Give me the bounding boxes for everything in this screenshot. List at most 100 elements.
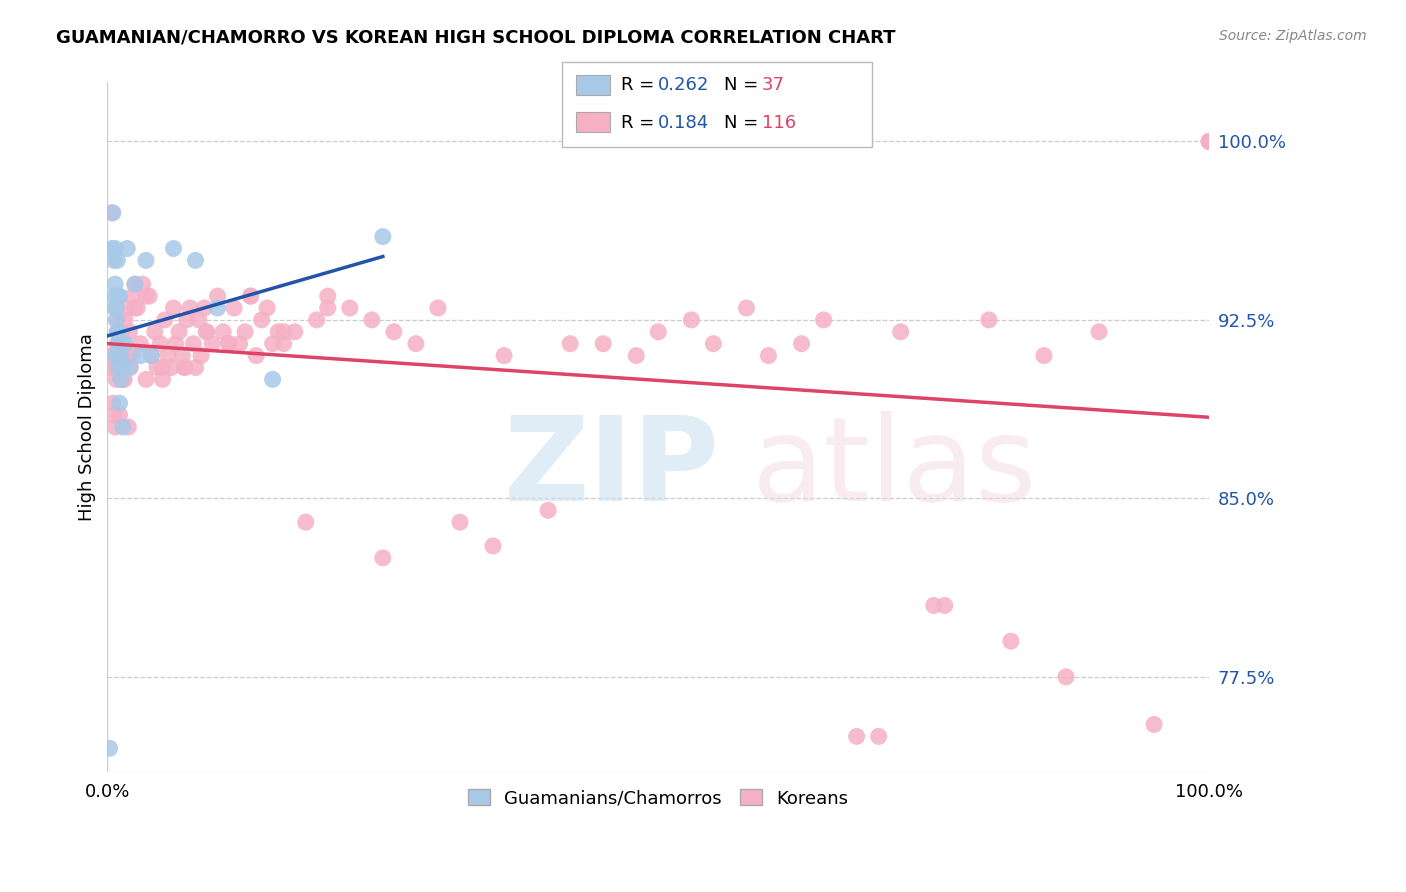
Point bbox=[146, 360, 169, 375]
Text: N =: N = bbox=[724, 113, 763, 132]
Point bbox=[112, 372, 135, 386]
Point bbox=[98, 349, 121, 363]
Point bbox=[98, 741, 121, 756]
Point bbox=[184, 253, 207, 268]
Point bbox=[758, 349, 780, 363]
Point bbox=[101, 206, 124, 220]
Text: atlas: atlas bbox=[752, 411, 1038, 526]
Point bbox=[193, 301, 215, 315]
Point bbox=[371, 229, 394, 244]
Point bbox=[207, 301, 229, 315]
Point bbox=[127, 301, 149, 315]
Point bbox=[129, 349, 152, 363]
Point bbox=[107, 325, 129, 339]
Point bbox=[239, 289, 262, 303]
Point bbox=[1143, 717, 1166, 731]
Y-axis label: High School Diploma: High School Diploma bbox=[79, 333, 96, 521]
Text: ZIP: ZIP bbox=[503, 411, 720, 526]
Point bbox=[537, 503, 560, 517]
Point bbox=[104, 277, 127, 292]
Point bbox=[222, 301, 245, 315]
Point bbox=[104, 242, 127, 256]
Point bbox=[190, 349, 212, 363]
Point bbox=[934, 599, 956, 613]
Point bbox=[108, 336, 131, 351]
Point bbox=[110, 336, 132, 351]
Point bbox=[108, 289, 131, 303]
Point bbox=[107, 289, 129, 303]
Point bbox=[118, 325, 141, 339]
Point bbox=[405, 336, 427, 351]
Text: R =: R = bbox=[621, 113, 661, 132]
Point bbox=[108, 396, 131, 410]
Point bbox=[647, 325, 669, 339]
Text: 0.184: 0.184 bbox=[658, 113, 709, 132]
Point bbox=[316, 301, 339, 315]
Point bbox=[218, 336, 240, 351]
Text: 37: 37 bbox=[762, 77, 785, 95]
Point bbox=[250, 313, 273, 327]
Point bbox=[124, 277, 146, 292]
Point bbox=[845, 730, 868, 744]
Point bbox=[104, 420, 127, 434]
Point bbox=[790, 336, 813, 351]
Point bbox=[262, 336, 284, 351]
Point bbox=[105, 325, 128, 339]
Point bbox=[1198, 135, 1220, 149]
Point bbox=[124, 301, 146, 315]
Point bbox=[105, 253, 128, 268]
Point bbox=[1198, 135, 1220, 149]
Text: N =: N = bbox=[724, 77, 763, 95]
Point bbox=[262, 372, 284, 386]
Point bbox=[120, 360, 142, 375]
Point bbox=[371, 550, 394, 565]
Point bbox=[103, 289, 125, 303]
Point bbox=[681, 313, 703, 327]
Point bbox=[813, 313, 835, 327]
Point bbox=[339, 301, 361, 315]
Point bbox=[482, 539, 505, 553]
Point bbox=[104, 301, 127, 315]
Text: Source: ZipAtlas.com: Source: ZipAtlas.com bbox=[1219, 29, 1367, 43]
Point bbox=[114, 336, 136, 351]
Point bbox=[121, 289, 143, 303]
Point bbox=[117, 420, 139, 434]
Point bbox=[103, 408, 125, 422]
Point bbox=[112, 372, 135, 386]
Text: 116: 116 bbox=[762, 113, 796, 132]
Point bbox=[868, 730, 890, 744]
Point bbox=[172, 349, 194, 363]
Point bbox=[239, 289, 262, 303]
Point bbox=[201, 336, 224, 351]
Point bbox=[100, 360, 122, 375]
Point bbox=[735, 301, 758, 315]
Point bbox=[1198, 135, 1220, 149]
Point bbox=[108, 408, 131, 422]
Point bbox=[143, 325, 166, 339]
Point bbox=[110, 349, 132, 363]
Point bbox=[207, 289, 229, 303]
Point bbox=[124, 277, 146, 292]
Point bbox=[135, 253, 157, 268]
Point bbox=[1198, 135, 1220, 149]
Point bbox=[105, 336, 128, 351]
Point bbox=[135, 372, 157, 386]
Point bbox=[218, 336, 240, 351]
Point bbox=[131, 277, 153, 292]
Point bbox=[179, 301, 201, 315]
Point bbox=[162, 301, 184, 315]
Point bbox=[187, 313, 209, 327]
Point bbox=[105, 301, 128, 315]
Point bbox=[977, 313, 1000, 327]
Point bbox=[1000, 634, 1022, 648]
Point bbox=[890, 325, 912, 339]
Point bbox=[101, 206, 124, 220]
Point bbox=[492, 349, 515, 363]
Point bbox=[135, 289, 157, 303]
Point bbox=[115, 242, 138, 256]
Point bbox=[181, 336, 204, 351]
Point bbox=[129, 336, 152, 351]
Point bbox=[111, 360, 134, 375]
Point bbox=[115, 301, 138, 315]
Point bbox=[592, 336, 614, 351]
